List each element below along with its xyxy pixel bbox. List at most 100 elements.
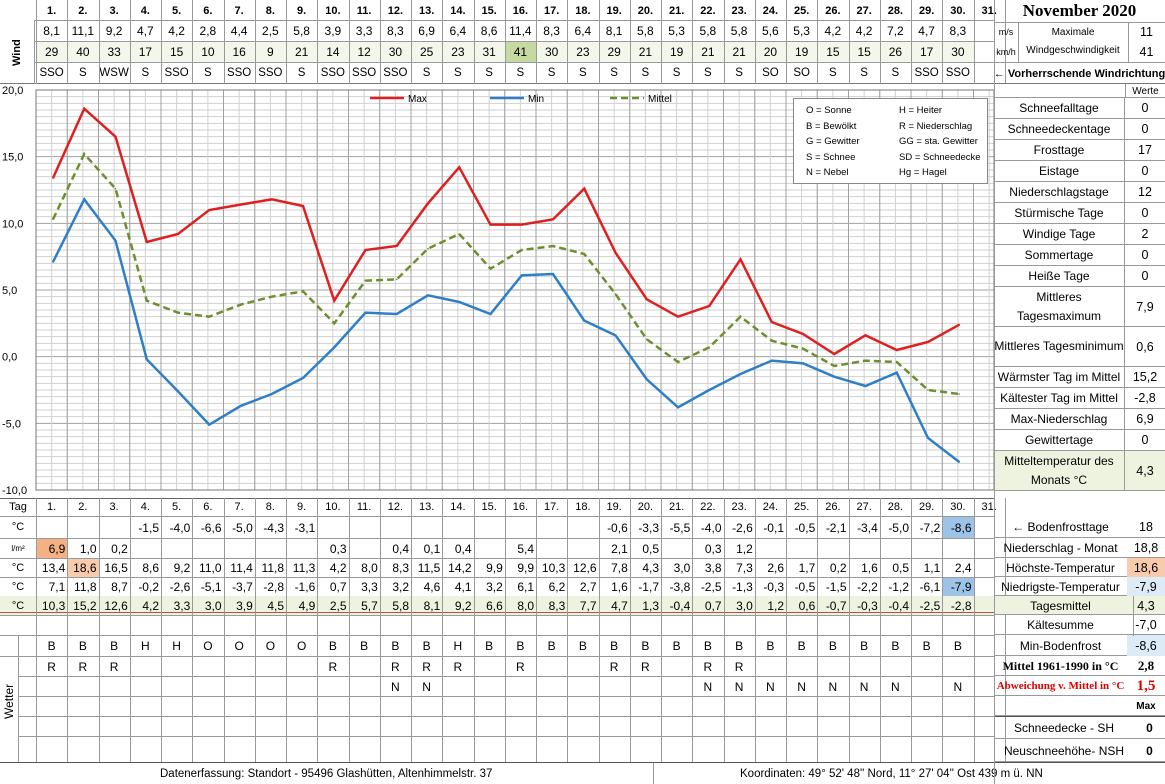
- table-cell: [505, 677, 536, 696]
- wind-day-header: 19.: [606, 5, 622, 17]
- stat-label: Gewittertage: [994, 430, 1125, 450]
- wind-day-header: 14.: [450, 5, 466, 17]
- summary-value: 4,3: [1137, 598, 1155, 613]
- summary-value: 18,6: [1127, 558, 1165, 577]
- wind-kmh-cell: 16: [223, 42, 255, 62]
- stat-label: Schneedeckentage: [994, 119, 1125, 139]
- table-cell: -2,2: [857, 580, 878, 594]
- data-point-mittel: [270, 295, 273, 298]
- data-point-max: [927, 341, 929, 343]
- wind-ms-cell: 8,1: [605, 24, 623, 38]
- data-point-min: [208, 423, 211, 426]
- wind-kmh-cell: 40: [67, 42, 99, 62]
- table-cell: [755, 657, 786, 676]
- table-cell: B: [328, 639, 337, 653]
- data-point-max: [864, 334, 867, 337]
- data-point-mittel: [83, 153, 86, 155]
- table-cell: -4,0: [169, 520, 191, 535]
- data-point-mittel: [677, 361, 679, 363]
- wind-ms-cell: 8,3: [949, 24, 967, 38]
- table-cell: [911, 677, 942, 696]
- table-cell: 11,4: [230, 561, 253, 575]
- wind-day-header: 17.: [543, 5, 560, 17]
- wind-dir-cell: S: [860, 67, 868, 79]
- table-cell: B: [766, 639, 775, 653]
- table-day-header: 25.: [793, 501, 810, 513]
- table-cell: -2,5: [919, 599, 941, 613]
- table-day-header: 13.: [418, 501, 435, 513]
- table-cell: [630, 677, 661, 696]
- werte-label: Werte: [1125, 84, 1165, 98]
- table-cell: [161, 657, 192, 676]
- table-cell: 11,3: [292, 561, 316, 575]
- wind-dir-cell: S: [485, 67, 493, 79]
- wind-ms-cell: 11,4: [509, 24, 532, 38]
- table-cell: -8,6: [942, 517, 974, 538]
- stat-label: Wärmster Tag im Mittel: [994, 367, 1125, 387]
- table-cell: -0,5: [794, 520, 816, 535]
- svg-text:Max: Max: [408, 94, 427, 105]
- wind-kmh-cell: 15: [161, 42, 193, 62]
- table-day-header: 21.: [668, 501, 685, 513]
- stat-row: Eistage 0: [994, 161, 1165, 182]
- table-cell: 9,2: [454, 599, 472, 613]
- data-point-mittel: [645, 338, 648, 341]
- series-line-min: [51, 196, 961, 463]
- data-point-min: [739, 373, 742, 375]
- data-point-min: [458, 301, 461, 303]
- stat-row: Sommertage 0: [994, 245, 1165, 266]
- data-point-mittel: [583, 253, 586, 255]
- stat-value: 4,3: [1136, 463, 1154, 478]
- table-cell: B: [578, 639, 587, 653]
- table-cell: [130, 657, 161, 676]
- snow-value: 0: [1146, 743, 1153, 758]
- wind-dir-cell: S: [454, 67, 462, 79]
- table-cell: -3,1: [294, 520, 316, 535]
- data-point-max: [583, 187, 586, 190]
- data-point-mittel: [833, 365, 836, 367]
- stat-label: Heiße Tage: [994, 266, 1125, 286]
- table-cell: R: [47, 659, 56, 674]
- table-cell: 10,3: [541, 561, 566, 575]
- table-cell: [67, 517, 98, 538]
- table-cell: -5,1: [200, 580, 222, 594]
- wind-kmh-cell: 30: [536, 42, 568, 62]
- table-cell: 0,1: [423, 541, 441, 556]
- table-cell: [411, 517, 442, 538]
- data-point-min: [864, 385, 867, 387]
- wind-ms-cell: 5,3: [668, 24, 685, 38]
- table-cell: R: [109, 659, 119, 674]
- wind-ms-cell: 4,4: [230, 24, 248, 38]
- data-point-mittel: [489, 267, 492, 270]
- table-cell: [474, 539, 505, 558]
- table-cell: [599, 677, 630, 696]
- table-cell: 6,6: [486, 599, 503, 613]
- table-cell: R: [453, 659, 463, 674]
- stat-value: 6,9: [1136, 412, 1154, 426]
- table-cell: B: [641, 639, 650, 653]
- wind-day-header: 12.: [387, 5, 404, 17]
- wind-dir-cell: SSO: [945, 67, 971, 79]
- wind-ms-cell: 4,2: [168, 24, 185, 38]
- table-cell: [849, 539, 880, 558]
- max-wind-kmh: 41: [1139, 45, 1154, 59]
- data-point-max: [708, 305, 711, 307]
- table-cell: [349, 539, 380, 558]
- table-cell: -0,3: [857, 599, 878, 613]
- table-cell: 8,7: [111, 580, 128, 594]
- data-point-max: [427, 202, 429, 205]
- stat-label: Windige Tage: [994, 224, 1125, 244]
- summary-label: Niedrigste-Temperatur: [1001, 579, 1120, 594]
- table-cell: -0,5: [794, 580, 816, 594]
- table-cell: -5,0: [888, 520, 909, 535]
- table-cell: R: [391, 659, 400, 674]
- wind-dir-cell: SSO: [383, 67, 408, 79]
- table-cell: [536, 657, 567, 676]
- table-cell: H: [172, 639, 181, 653]
- table-cell: -1,5: [138, 520, 159, 535]
- table-cell: -3,4: [857, 520, 878, 535]
- table-cell: 1,1: [923, 561, 941, 575]
- wind-dir-cell: S: [704, 67, 712, 79]
- table-cell: [255, 539, 286, 558]
- table-cell: -1,2: [888, 580, 909, 594]
